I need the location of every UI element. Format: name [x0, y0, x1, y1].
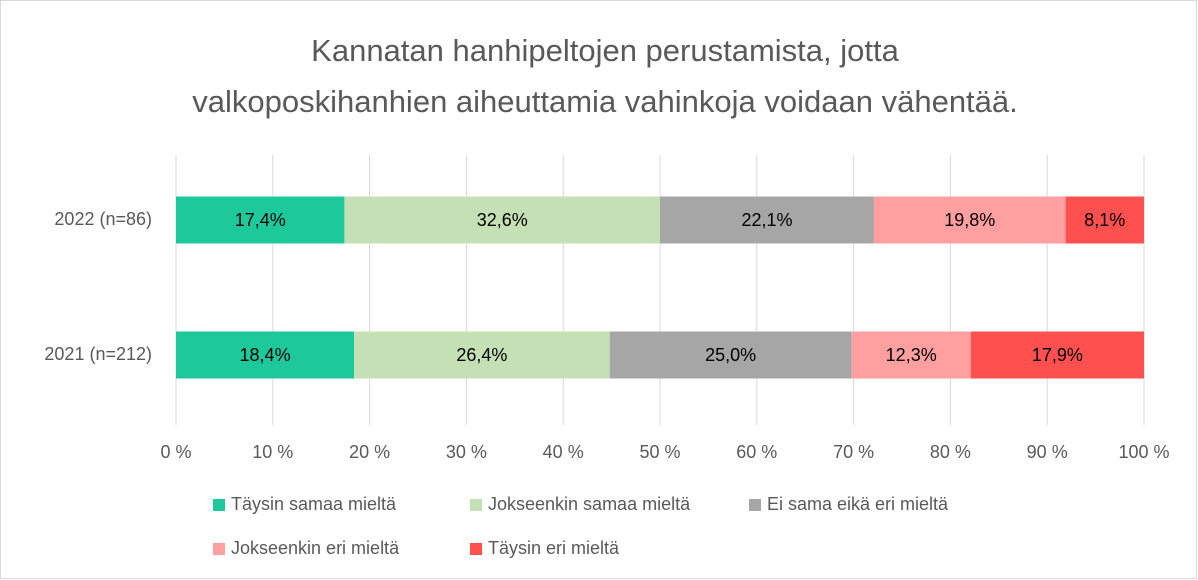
y-tick-label: 2021 (n=212) [44, 344, 152, 364]
chart-title: Kannatan hanhipeltojen perustamista, jot… [311, 33, 899, 68]
bar-segment [660, 196, 874, 244]
data-label: 17,9% [1032, 345, 1083, 365]
x-tick-label: 90 % [1027, 442, 1068, 462]
bar-segment [970, 331, 1144, 379]
legend-swatch [470, 499, 482, 511]
bar-segment [851, 331, 971, 379]
data-label: 18,4% [240, 345, 291, 365]
data-label: 25,0% [705, 345, 756, 365]
legend-label: Ei sama eikä eri mieltä [767, 494, 949, 514]
x-tick-label: 10 % [252, 442, 293, 462]
bar-segment [176, 196, 345, 244]
x-tick-label: 80 % [930, 442, 971, 462]
bar-segment [609, 331, 852, 379]
bar-segment [354, 331, 610, 379]
bar-segment [1065, 196, 1144, 244]
data-label: 12,3% [886, 345, 937, 365]
legend-label: Täysin eri mieltä [488, 538, 620, 558]
legend-swatch [749, 499, 761, 511]
x-tick-label: 0 % [160, 442, 191, 462]
data-label: 8,1% [1084, 210, 1125, 230]
legend-swatch [470, 543, 482, 555]
data-label: 32,6% [477, 210, 528, 230]
legend-swatch [213, 543, 225, 555]
x-tick-label: 70 % [833, 442, 874, 462]
data-label: 26,4% [456, 345, 507, 365]
x-tick-label: 60 % [736, 442, 777, 462]
bar-segment [344, 196, 660, 244]
x-tick-label: 50 % [639, 442, 680, 462]
y-tick-label: 2022 (n=86) [54, 209, 152, 229]
data-label: 19,8% [944, 210, 995, 230]
data-label: 22,1% [741, 210, 792, 230]
legend-label: Täysin samaa mieltä [231, 494, 397, 514]
chart-title: valkoposkihanhien aiheuttamia vahinkoja … [192, 84, 1018, 119]
legend-label: Jokseenkin eri mieltä [231, 538, 400, 558]
x-tick-label: 20 % [349, 442, 390, 462]
legend-swatch [213, 499, 225, 511]
x-tick-label: 40 % [543, 442, 584, 462]
x-tick-label: 100 % [1118, 442, 1169, 462]
bar-segment [873, 196, 1066, 244]
data-label: 17,4% [235, 210, 286, 230]
bar-segment [176, 331, 355, 379]
legend-label: Jokseenkin samaa mieltä [488, 494, 691, 514]
x-tick-label: 30 % [446, 442, 487, 462]
